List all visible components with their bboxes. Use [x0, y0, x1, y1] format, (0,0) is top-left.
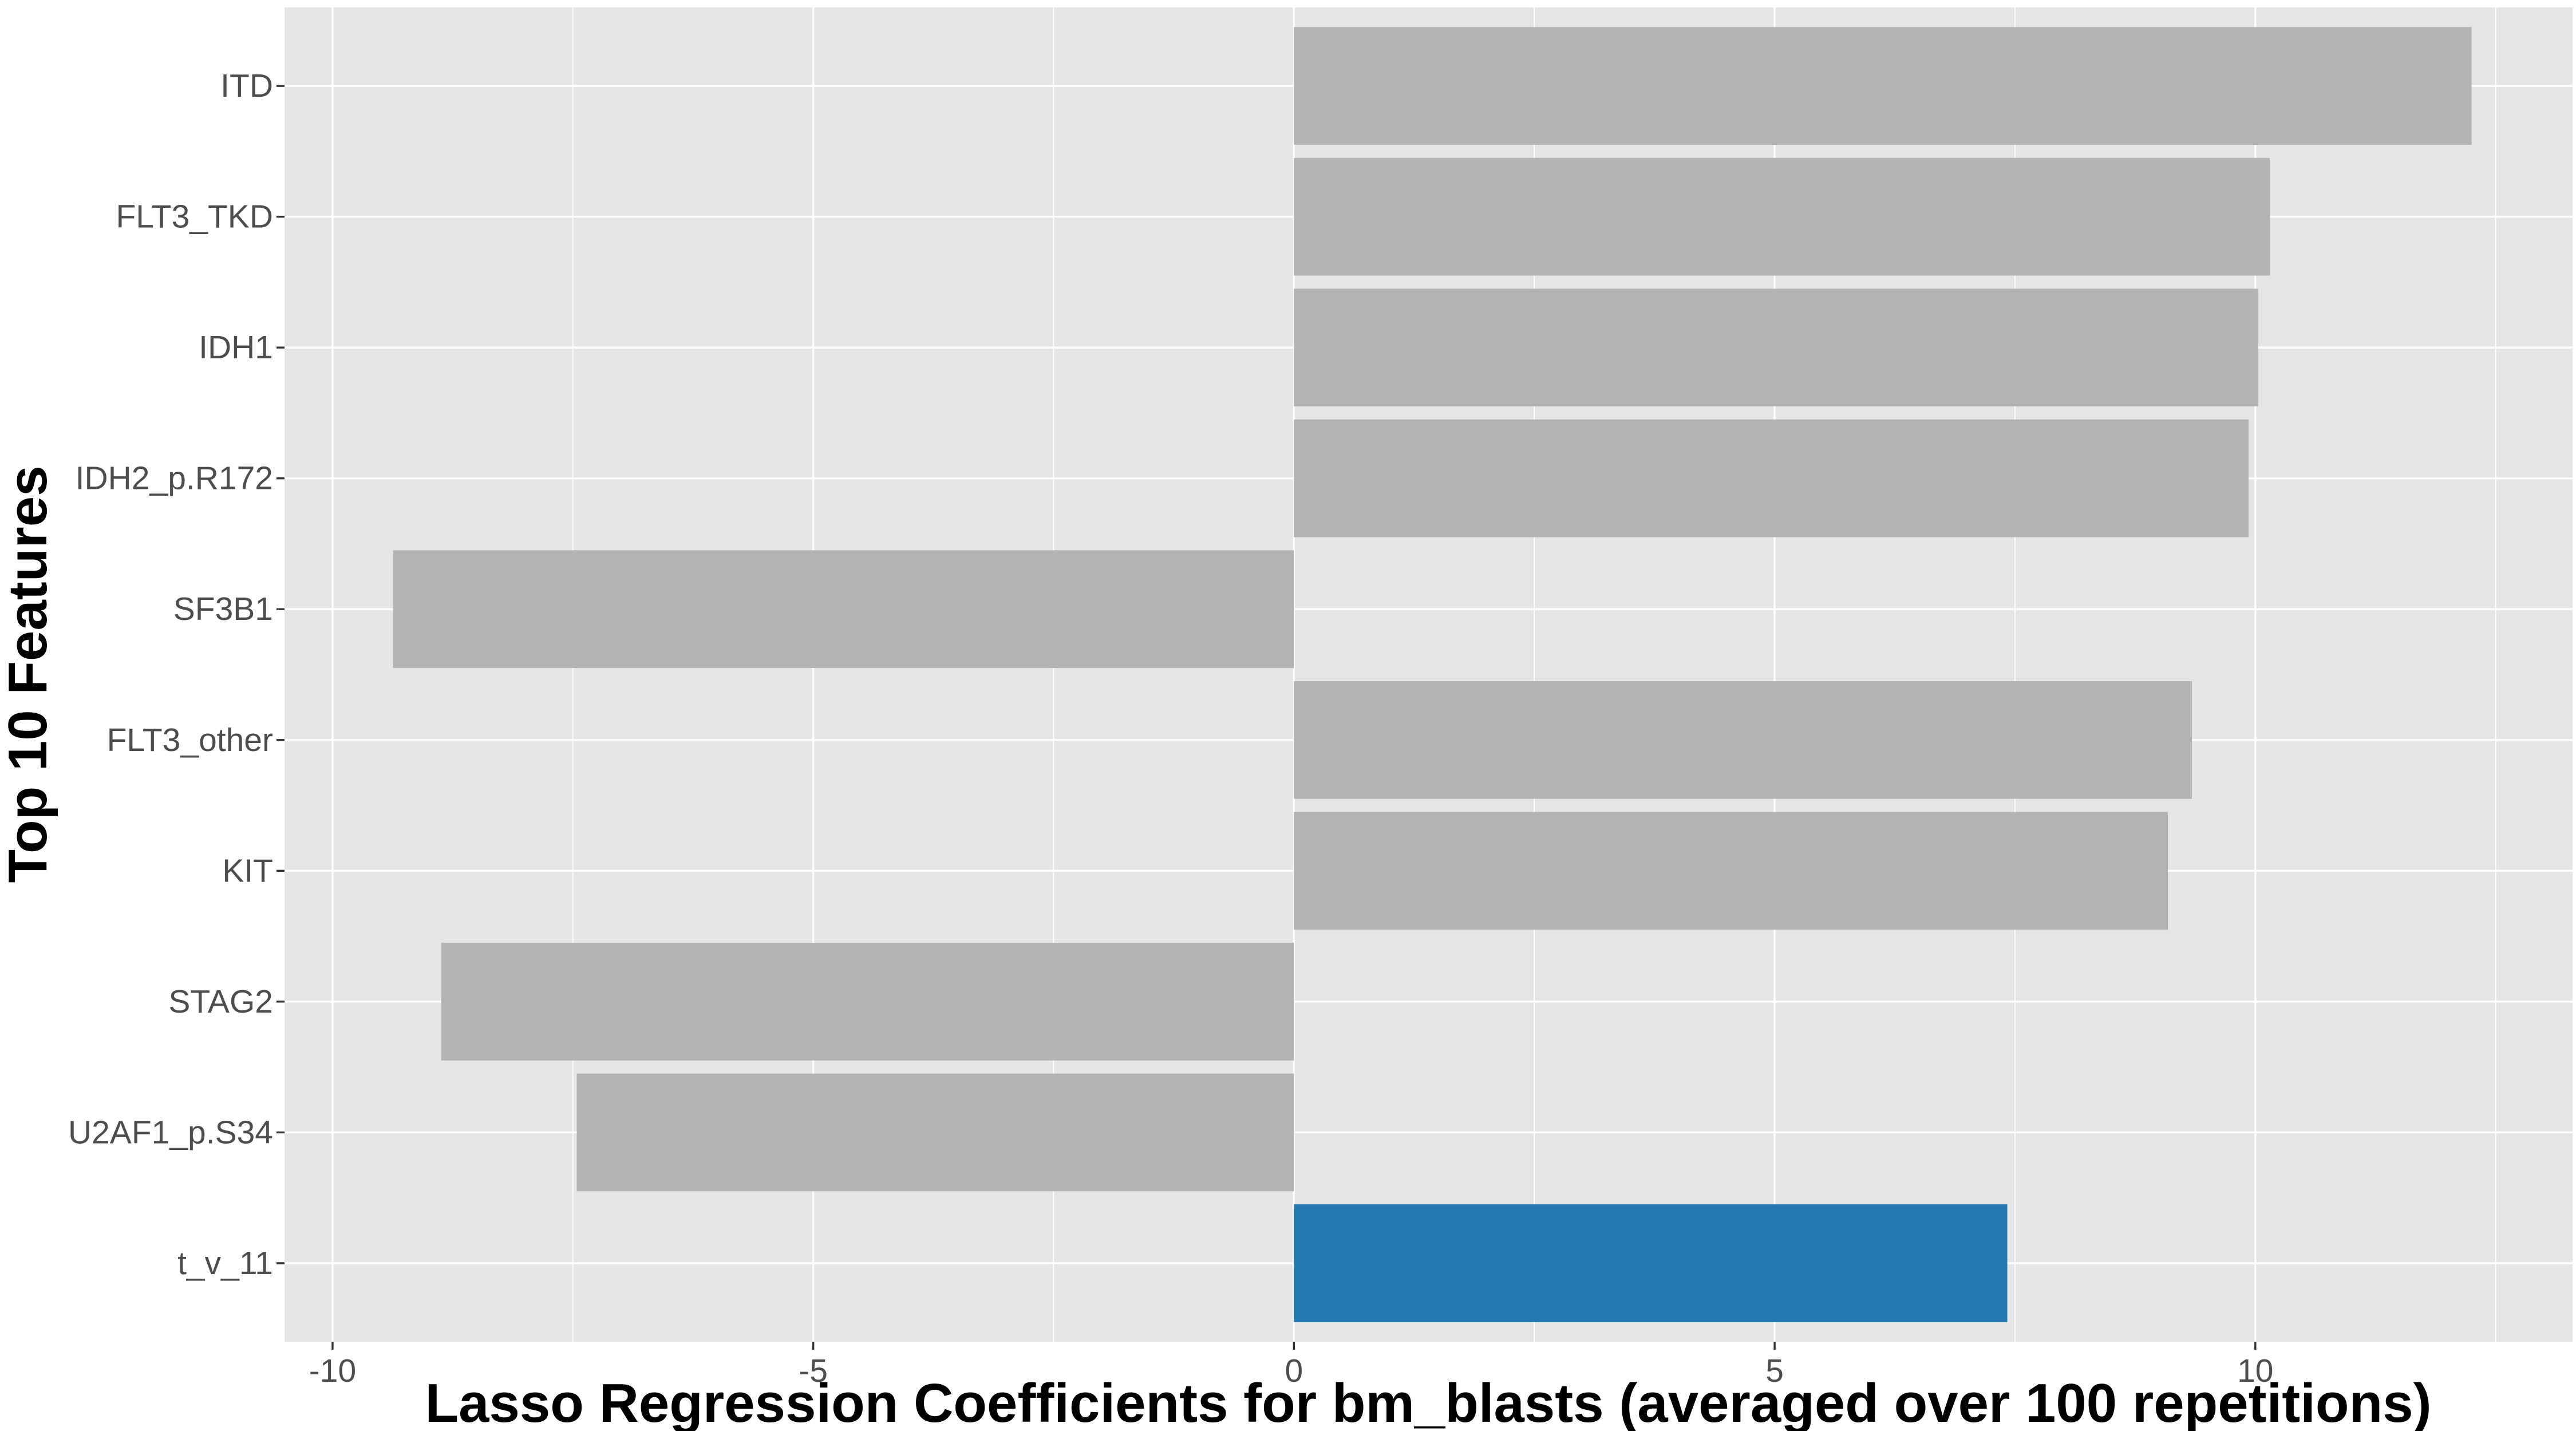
bars — [393, 27, 2472, 1322]
x-tick-label: 5 — [1765, 1353, 1784, 1389]
y-tick-label: ITD — [220, 68, 273, 104]
y-tick-label: t_v_11 — [177, 1245, 273, 1282]
y-tick-label: IDH1 — [199, 329, 273, 366]
bar-u2af1-p-s34 — [576, 1073, 1294, 1192]
bar-itd — [1294, 27, 2472, 145]
y-axis: ITD FLT3_TKD IDH1 IDH2_p.R172 SF3B1 FLT3_othe… — [68, 68, 285, 1282]
bar-flt3-other — [1294, 681, 2192, 799]
x-tick-label: 10 — [2237, 1353, 2273, 1389]
y-tick-label: SF3B1 — [173, 591, 273, 627]
x-tick-label: -5 — [799, 1353, 828, 1389]
x-axis-title: Lasso Regression Coefficients for bm_bla… — [425, 1373, 2431, 1431]
x-tick-label: -10 — [309, 1353, 356, 1389]
bar-flt3-tkd — [1294, 157, 2270, 276]
y-tick-label: U2AF1_p.S34 — [68, 1114, 273, 1151]
bar-kit — [1294, 812, 2168, 930]
bar-idh2-p-r172 — [1294, 419, 2249, 537]
y-tick-label: STAG2 — [168, 983, 273, 1020]
y-tick-label: IDH2_p.R172 — [76, 460, 273, 497]
x-axis: -10 -5 0 5 10 — [309, 1342, 2273, 1389]
bar-idh1 — [1294, 288, 2258, 407]
bar-sf3b1 — [393, 550, 1294, 669]
x-tick-label: 0 — [1285, 1353, 1303, 1389]
bar-t-v-11 — [1294, 1204, 2008, 1322]
bar-stag2 — [441, 942, 1294, 1061]
y-tick-label: FLT3_TKD — [116, 199, 273, 235]
y-axis-title: Top 10 Features — [0, 465, 58, 883]
y-tick-label: FLT3_other — [107, 722, 273, 758]
y-tick-label: KIT — [222, 852, 273, 889]
